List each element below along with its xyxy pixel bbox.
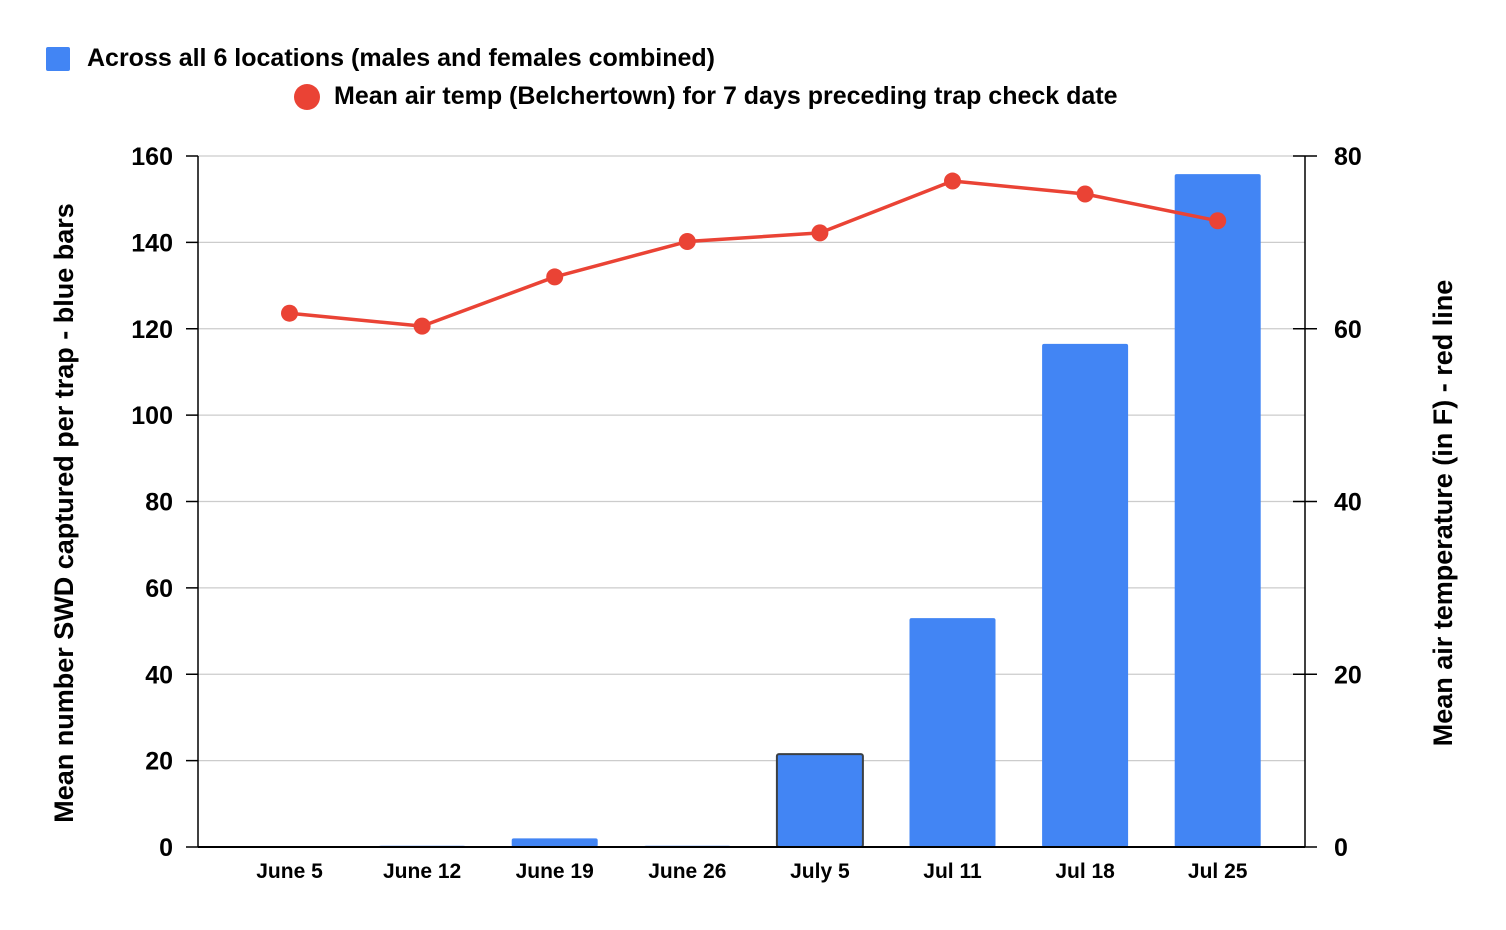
y-left-tick-label: 120 — [131, 316, 173, 344]
y-right-tick-label: 80 — [1334, 143, 1362, 171]
x-tick-label: July 5 — [790, 860, 850, 883]
legend-label-bars: Across all 6 locations (males and female… — [87, 44, 715, 72]
y-left-tick-label: 140 — [131, 229, 173, 257]
legend-swatch-line — [294, 83, 320, 110]
legend-label-line: Mean air temp (Belchertown) for 7 days p… — [334, 82, 1118, 110]
axis-labels: Mean number SWD captured per trap - blue… — [49, 203, 1458, 823]
gridlines — [198, 155, 1305, 762]
y-left-tick-label: 20 — [145, 748, 173, 776]
x-tick-label: June 19 — [516, 860, 594, 883]
axes: 0 20 40 60 80 100 120 140 160 0 20 40 60 80 June 5 June… — [131, 143, 1362, 883]
y-axis-right-title: Mean air temperature (in F) - red line — [1428, 280, 1458, 747]
series-line — [289, 179, 1219, 328]
x-tick-label: Jul 18 — [1055, 860, 1115, 883]
line-point[interactable] — [1076, 185, 1094, 203]
x-tick-label: Jul 25 — [1188, 860, 1248, 883]
y-left-tick-label: 100 — [131, 402, 173, 430]
bar-series — [379, 174, 1261, 848]
line-point[interactable] — [678, 233, 696, 251]
line-point[interactable] — [944, 172, 961, 190]
y-right-tick-label: 20 — [1334, 661, 1362, 689]
line-series — [281, 172, 1227, 335]
bar[interactable] — [511, 838, 598, 847]
y-left-tick-label: 60 — [145, 575, 173, 603]
line-point[interactable] — [546, 268, 564, 286]
line-point[interactable] — [413, 317, 431, 335]
line-point[interactable] — [811, 224, 829, 242]
x-tick-label: June 5 — [256, 860, 323, 883]
legend-item-line[interactable]: Mean air temp (Belchertown) for 7 days p… — [294, 82, 1118, 111]
y-right-tick-label: 0 — [1334, 834, 1348, 862]
x-tick-label: Jul 11 — [923, 860, 982, 883]
bar[interactable] — [1174, 174, 1261, 848]
bar[interactable] — [775, 753, 864, 848]
line-point[interactable] — [1209, 212, 1227, 230]
y-left-tick-label: 40 — [145, 661, 173, 689]
line-point[interactable] — [281, 304, 298, 322]
x-tick-label: June 12 — [383, 860, 461, 883]
y-left-tick-label: 80 — [145, 489, 173, 517]
x-tick-label: June 26 — [648, 860, 726, 883]
y-right-tick-label: 40 — [1334, 489, 1362, 517]
y-left-tick-label: 160 — [131, 143, 173, 171]
legend-swatch-bars — [46, 46, 70, 71]
legend-item-bars[interactable]: Across all 6 locations (males and female… — [46, 44, 715, 73]
y-right-tick-label: 60 — [1334, 316, 1362, 344]
bar[interactable] — [909, 618, 996, 847]
y-left-tick-label: 0 — [159, 834, 173, 862]
y-axis-left-title: Mean number SWD captured per trap - blue… — [49, 203, 79, 823]
bar[interactable] — [1042, 343, 1129, 847]
